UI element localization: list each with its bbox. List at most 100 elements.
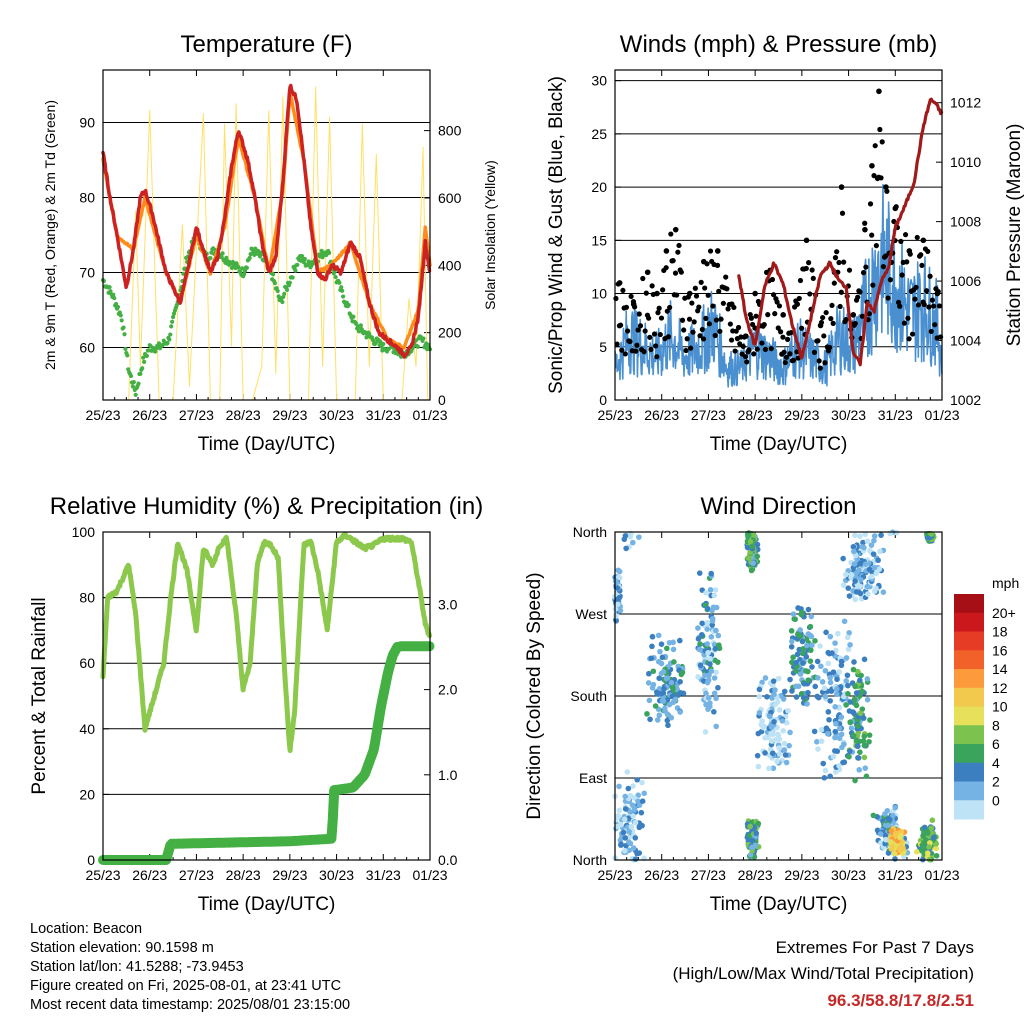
- direction-point: [668, 679, 675, 686]
- gust-point: [735, 324, 742, 331]
- direction-point: [861, 544, 867, 551]
- gust-point: [678, 269, 684, 275]
- gust-point: [641, 349, 647, 355]
- direction-point: [933, 845, 940, 852]
- direction-point: [853, 570, 860, 576]
- direction-point: [822, 667, 829, 674]
- gust-point: [674, 292, 680, 298]
- gust-point: [898, 238, 904, 245]
- direction-point: [841, 618, 848, 625]
- dewpoint-point: [247, 255, 252, 260]
- direction-point: [862, 561, 869, 567]
- x-tick-label: 31/23: [878, 407, 913, 423]
- gust-peak-point: [663, 248, 670, 254]
- direction-point: [864, 696, 871, 703]
- colorbar-label: 14: [992, 661, 1008, 677]
- gust-point: [852, 320, 858, 327]
- direction-point: [877, 831, 884, 837]
- direction-point: [645, 680, 652, 686]
- direction-point: [850, 548, 857, 555]
- x-tick-label: 30/23: [319, 407, 354, 423]
- direction-point: [871, 564, 878, 571]
- direction-point: [875, 557, 881, 564]
- direction-point: [832, 769, 839, 775]
- gust-point: [688, 345, 694, 351]
- gust-point: [761, 321, 767, 328]
- direction-point: [851, 659, 857, 665]
- direction-point: [871, 533, 878, 539]
- direction-point: [620, 829, 627, 836]
- colorbar-label: 20+: [992, 605, 1016, 621]
- gust-point: [859, 313, 865, 319]
- dewpoint-point: [295, 262, 300, 267]
- gust-point: [656, 305, 662, 311]
- dewpoint-point: [165, 341, 170, 346]
- direction-point: [867, 717, 873, 723]
- gust-point: [927, 273, 933, 279]
- direction-point: [851, 710, 857, 716]
- direction-point: [711, 675, 718, 681]
- direction-point: [626, 829, 633, 835]
- direction-point: [707, 655, 713, 662]
- direction-point: [789, 659, 795, 666]
- gust-peak-point: [644, 269, 651, 276]
- direction-point: [878, 840, 884, 846]
- dewpoint-point: [287, 280, 292, 285]
- direction-point: [857, 583, 864, 590]
- dewpoint-point: [118, 313, 123, 318]
- y-right-tick-label: 1010: [950, 154, 981, 170]
- gust-point: [628, 293, 634, 299]
- gust-peak-point: [934, 290, 941, 297]
- direction-point: [780, 727, 787, 734]
- direction-point: [660, 669, 667, 675]
- gust-point: [643, 290, 649, 296]
- gust-point: [748, 315, 755, 321]
- gust-point: [906, 336, 912, 342]
- direction-point: [850, 732, 857, 739]
- dewpoint-point: [370, 338, 376, 343]
- gust-point: [787, 351, 793, 357]
- direction-point: [614, 585, 621, 591]
- y-right-tick-label: 400: [438, 257, 462, 273]
- direction-point: [930, 834, 937, 841]
- gust-point: [837, 303, 843, 310]
- direction-point: [933, 840, 940, 847]
- x-tick-label: 25/23: [597, 867, 632, 883]
- direction-point: [817, 643, 823, 649]
- gust-point: [885, 295, 891, 301]
- dewpoint-point: [270, 272, 276, 277]
- direction-point: [649, 633, 656, 640]
- direction-point: [704, 679, 711, 686]
- direction-point: [617, 607, 624, 614]
- gust-peak-point: [780, 312, 786, 318]
- extremes-box: Extremes For Past 7 Days (High/Low/Max W…: [673, 935, 974, 1015]
- gust-point: [740, 343, 746, 350]
- direction-point: [797, 627, 803, 633]
- y-axis-label: Direction (Colored By Speed): [524, 572, 545, 819]
- direction-point: [655, 658, 662, 665]
- y-tick-label: West: [575, 606, 607, 622]
- dewpoint-point: [220, 251, 225, 256]
- gust-point: [821, 333, 827, 339]
- direction-point: [913, 849, 920, 855]
- x-tick-label: 28/23: [226, 867, 261, 883]
- gust-point: [855, 294, 861, 300]
- gust-point: [683, 347, 689, 354]
- direction-point: [630, 783, 636, 789]
- direction-point: [850, 543, 857, 550]
- direction-point: [852, 596, 859, 603]
- gust-point: [765, 312, 771, 318]
- gust-point: [762, 346, 769, 352]
- dewpoint-point: [111, 292, 116, 297]
- direction-point: [864, 591, 871, 597]
- direction-point: [750, 560, 756, 566]
- direction-point: [820, 760, 827, 767]
- direction-point: [696, 646, 703, 653]
- y-tick-label: 60: [79, 655, 95, 671]
- y-axis-label: 2m & 9m T (Red, Orange) & 2m Td (Green): [42, 100, 58, 370]
- dewpoint-point: [299, 253, 305, 259]
- direction-point: [833, 721, 839, 727]
- direction-point: [838, 714, 845, 720]
- direction-point: [839, 744, 845, 751]
- direction-point: [861, 754, 868, 761]
